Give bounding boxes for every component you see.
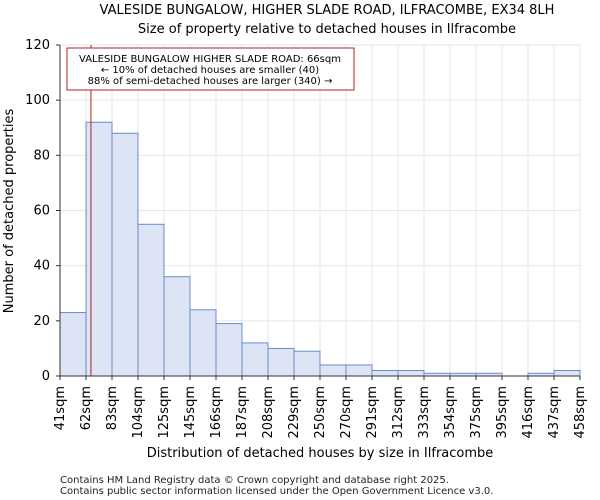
y-tick-label: 120	[25, 38, 50, 53]
bar	[163, 276, 191, 377]
bar	[319, 364, 347, 377]
bar	[241, 342, 269, 377]
bars	[59, 121, 581, 377]
x-tick-label: 333sqm	[417, 386, 432, 439]
x-tick-label: 229sqm	[287, 386, 302, 439]
x-tick-label: 187sqm	[235, 386, 250, 439]
x-tick-label: 125sqm	[157, 386, 172, 439]
bar	[59, 312, 87, 377]
annotation-box	[66, 47, 355, 91]
x-tick-label: 104sqm	[131, 386, 146, 439]
y-tick-label: 40	[33, 259, 50, 274]
x-tick-label: 208sqm	[261, 386, 276, 439]
footer-line-2: Contains public sector information licen…	[60, 486, 493, 497]
x-tick-label: 395sqm	[495, 386, 510, 439]
y-tick-label: 60	[33, 204, 50, 219]
x-tick-label: 41sqm	[53, 386, 68, 430]
x-tick-label: 166sqm	[209, 386, 224, 439]
x-tick-label: 416sqm	[521, 386, 536, 439]
x-tick-label: 270sqm	[339, 386, 354, 439]
x-tick-label: 375sqm	[469, 386, 484, 439]
bar	[397, 369, 425, 377]
annotation-line-2: ← 10% of detached houses are smaller (40…	[101, 65, 319, 76]
bar	[215, 323, 243, 377]
bar	[137, 223, 165, 377]
annotation-line-1: VALESIDE BUNGALOW HIGHER SLADE ROAD: 66s…	[79, 54, 341, 65]
bar	[371, 369, 399, 377]
x-tick-label: 250sqm	[313, 386, 328, 439]
y-tick-label: 80	[33, 148, 50, 163]
bar	[111, 132, 139, 377]
bar	[267, 347, 295, 377]
bar	[553, 369, 581, 377]
chart-title: VALESIDE BUNGALOW, HIGHER SLADE ROAD, IL…	[100, 3, 555, 18]
x-tick-label: 312sqm	[391, 386, 406, 439]
x-tick-label: 145sqm	[183, 386, 198, 439]
y-tick-label: 100	[25, 93, 50, 108]
bar	[85, 121, 113, 377]
y-axis-label: Number of detached properties	[2, 109, 17, 314]
x-tick-label: 354sqm	[443, 386, 458, 439]
y-tick-label: 20	[33, 314, 50, 329]
chart-subtitle: Size of property relative to detached ho…	[138, 22, 516, 37]
x-axis-ticks: 41sqm 62sqm 83sqm 104sqm 125sqm 145sqm 166sqm 1…	[53, 376, 588, 439]
x-tick-label: 62sqm	[79, 386, 94, 430]
x-tick-label: 83sqm	[105, 386, 120, 430]
y-tick-label: 0	[42, 369, 50, 384]
y-axis-ticks: 0 20 40 60 80 100 120	[25, 38, 60, 384]
footer-line-1: Contains HM Land Registry data © Crown c…	[60, 475, 449, 486]
x-axis-label: Distribution of detached houses by size …	[147, 446, 494, 461]
x-tick-label: 437sqm	[547, 386, 562, 439]
x-tick-label: 458sqm	[573, 386, 588, 439]
bar	[189, 309, 217, 377]
bar	[345, 364, 373, 377]
bar	[293, 350, 321, 377]
x-tick-label: 291sqm	[365, 386, 380, 439]
annotation-line-3: 88% of semi-detached houses are larger (…	[88, 76, 333, 87]
